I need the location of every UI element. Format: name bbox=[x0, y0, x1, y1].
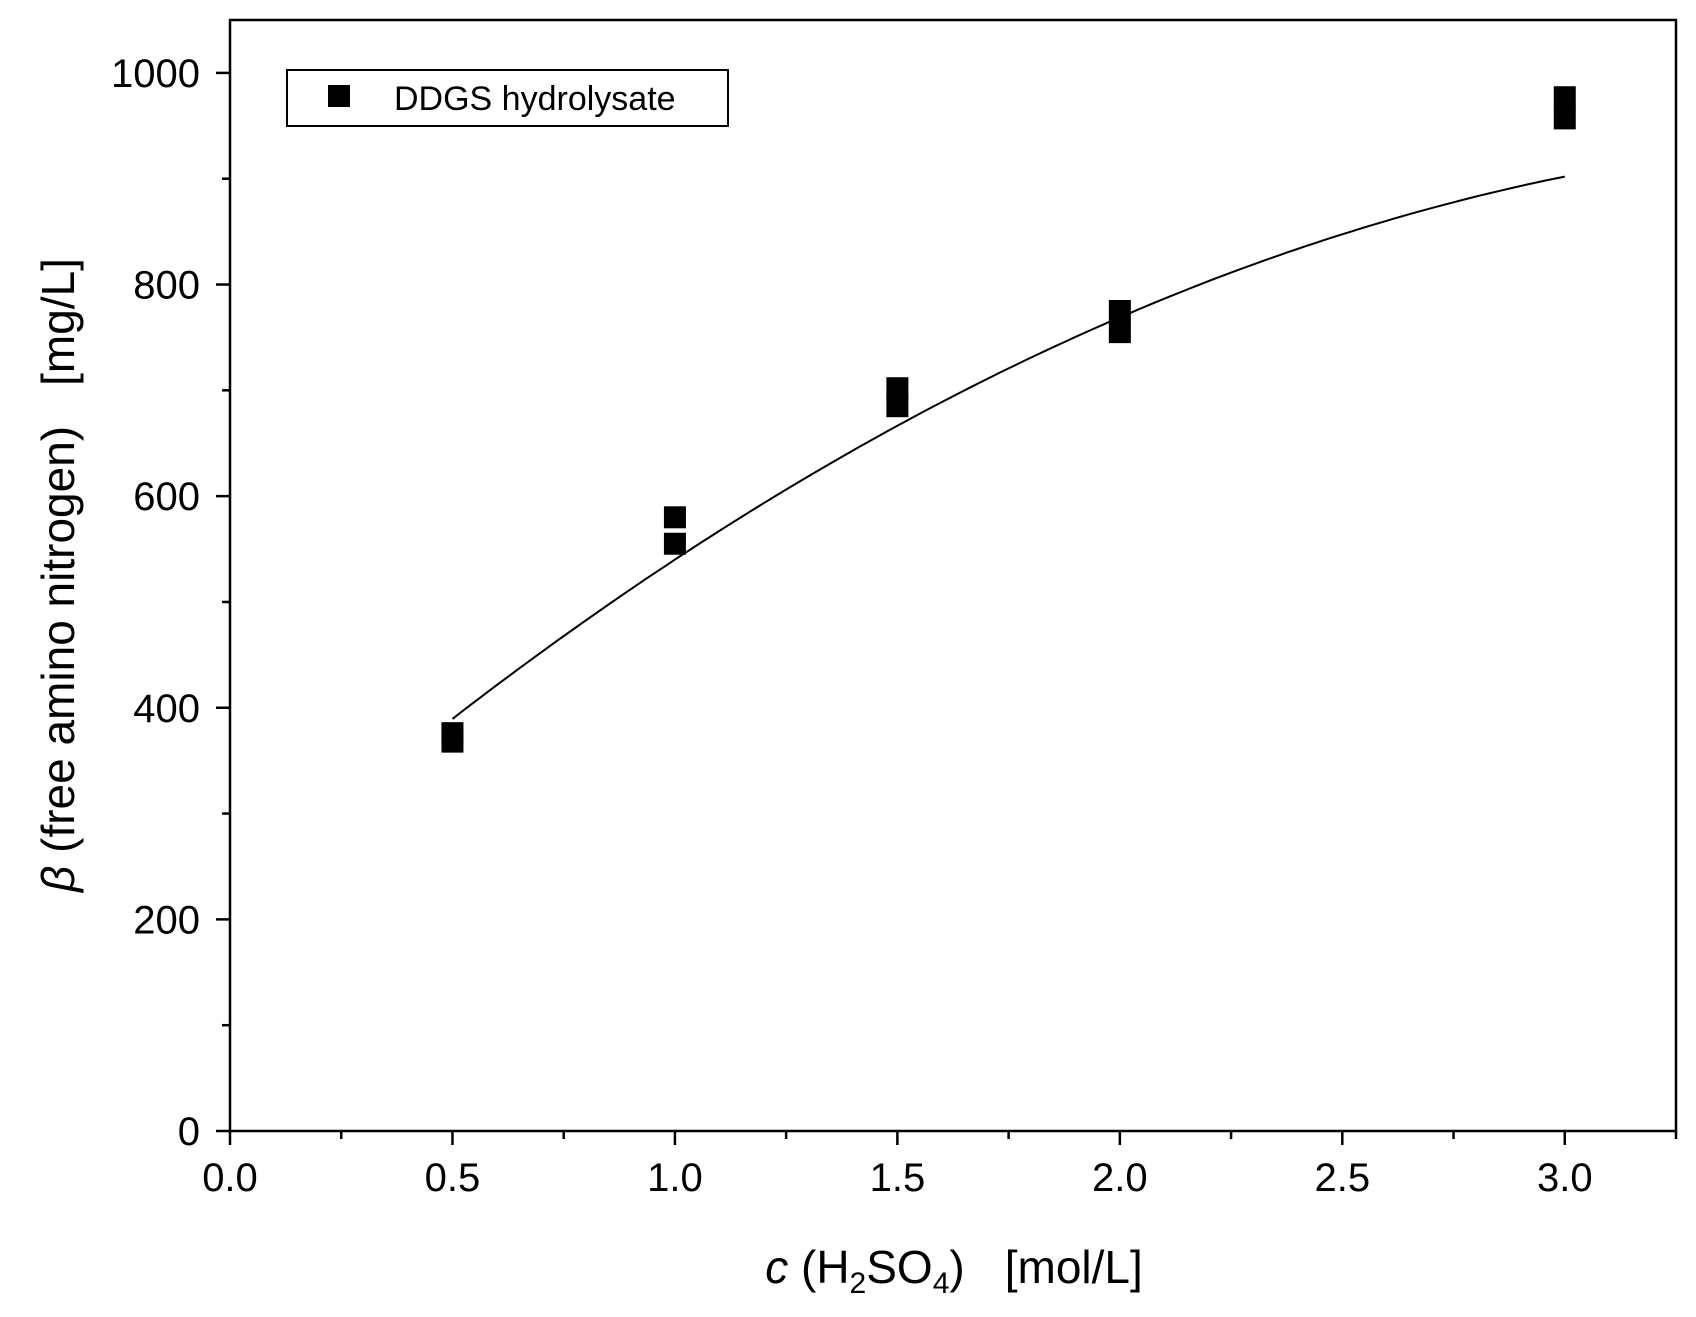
data-point bbox=[1553, 86, 1576, 109]
data-point bbox=[886, 377, 909, 400]
x-axis-title: c (H2SO4) [mol/L] bbox=[765, 1241, 1143, 1300]
fit-curve bbox=[451, 175, 1566, 720]
data-point bbox=[663, 532, 686, 555]
x-tick-label: 1.5 bbox=[870, 1156, 926, 1200]
data-point bbox=[886, 395, 909, 418]
data-point bbox=[663, 506, 686, 529]
data-point bbox=[1108, 299, 1131, 322]
fit-curve-layer bbox=[451, 175, 1566, 720]
x-axis-open: (H bbox=[788, 1241, 849, 1293]
data-point bbox=[441, 722, 464, 745]
data-point bbox=[1108, 321, 1131, 344]
x-tick-label: 2.5 bbox=[1315, 1156, 1371, 1200]
data-points-layer bbox=[441, 86, 1576, 753]
x-tick-label: 0.5 bbox=[425, 1156, 481, 1200]
x-axis-sub2: 4 bbox=[933, 1267, 950, 1300]
data-point bbox=[1553, 107, 1576, 130]
y-tick-label: 1000 bbox=[111, 52, 200, 96]
x-tick-label: 3.0 bbox=[1537, 1156, 1593, 1200]
y-tick-label: 800 bbox=[133, 264, 200, 308]
y-tick-label: 600 bbox=[133, 475, 200, 519]
y-axis-title: β (free amino nitrogen) [mg/L] bbox=[32, 258, 84, 894]
y-tick-label: 200 bbox=[133, 898, 200, 942]
x-axis-sub1: 2 bbox=[850, 1267, 867, 1300]
y-axis-text: (free amino nitrogen) bbox=[32, 426, 84, 866]
legend: DDGS hydrolysate bbox=[286, 69, 729, 127]
x-axis-close: ) bbox=[949, 1241, 964, 1293]
x-axis-mid: SO bbox=[866, 1241, 932, 1293]
legend-marker bbox=[328, 85, 350, 107]
x-tick-label: 2.0 bbox=[1092, 1156, 1148, 1200]
y-tick-label: 0 bbox=[178, 1110, 200, 1154]
x-axis-var: c bbox=[765, 1241, 788, 1293]
legend-box bbox=[286, 69, 729, 127]
plot-frame bbox=[228, 18, 1678, 1133]
y-tick-label: 400 bbox=[133, 687, 200, 731]
axis-ticks: 0.0 0.5 1.0 1.5 2.0 2.5 3.0 0 200 400 600 800 1000 bbox=[111, 52, 1678, 1200]
x-tick-label: 1.0 bbox=[647, 1156, 703, 1200]
y-axis-unit: [mg/L] bbox=[32, 258, 84, 386]
x-axis-unit: [mol/L] bbox=[1005, 1241, 1143, 1293]
legend-label: DDGS hydrolysate bbox=[394, 80, 676, 118]
y-axis-var: β bbox=[32, 866, 84, 894]
x-tick-label: 0.0 bbox=[202, 1156, 258, 1200]
